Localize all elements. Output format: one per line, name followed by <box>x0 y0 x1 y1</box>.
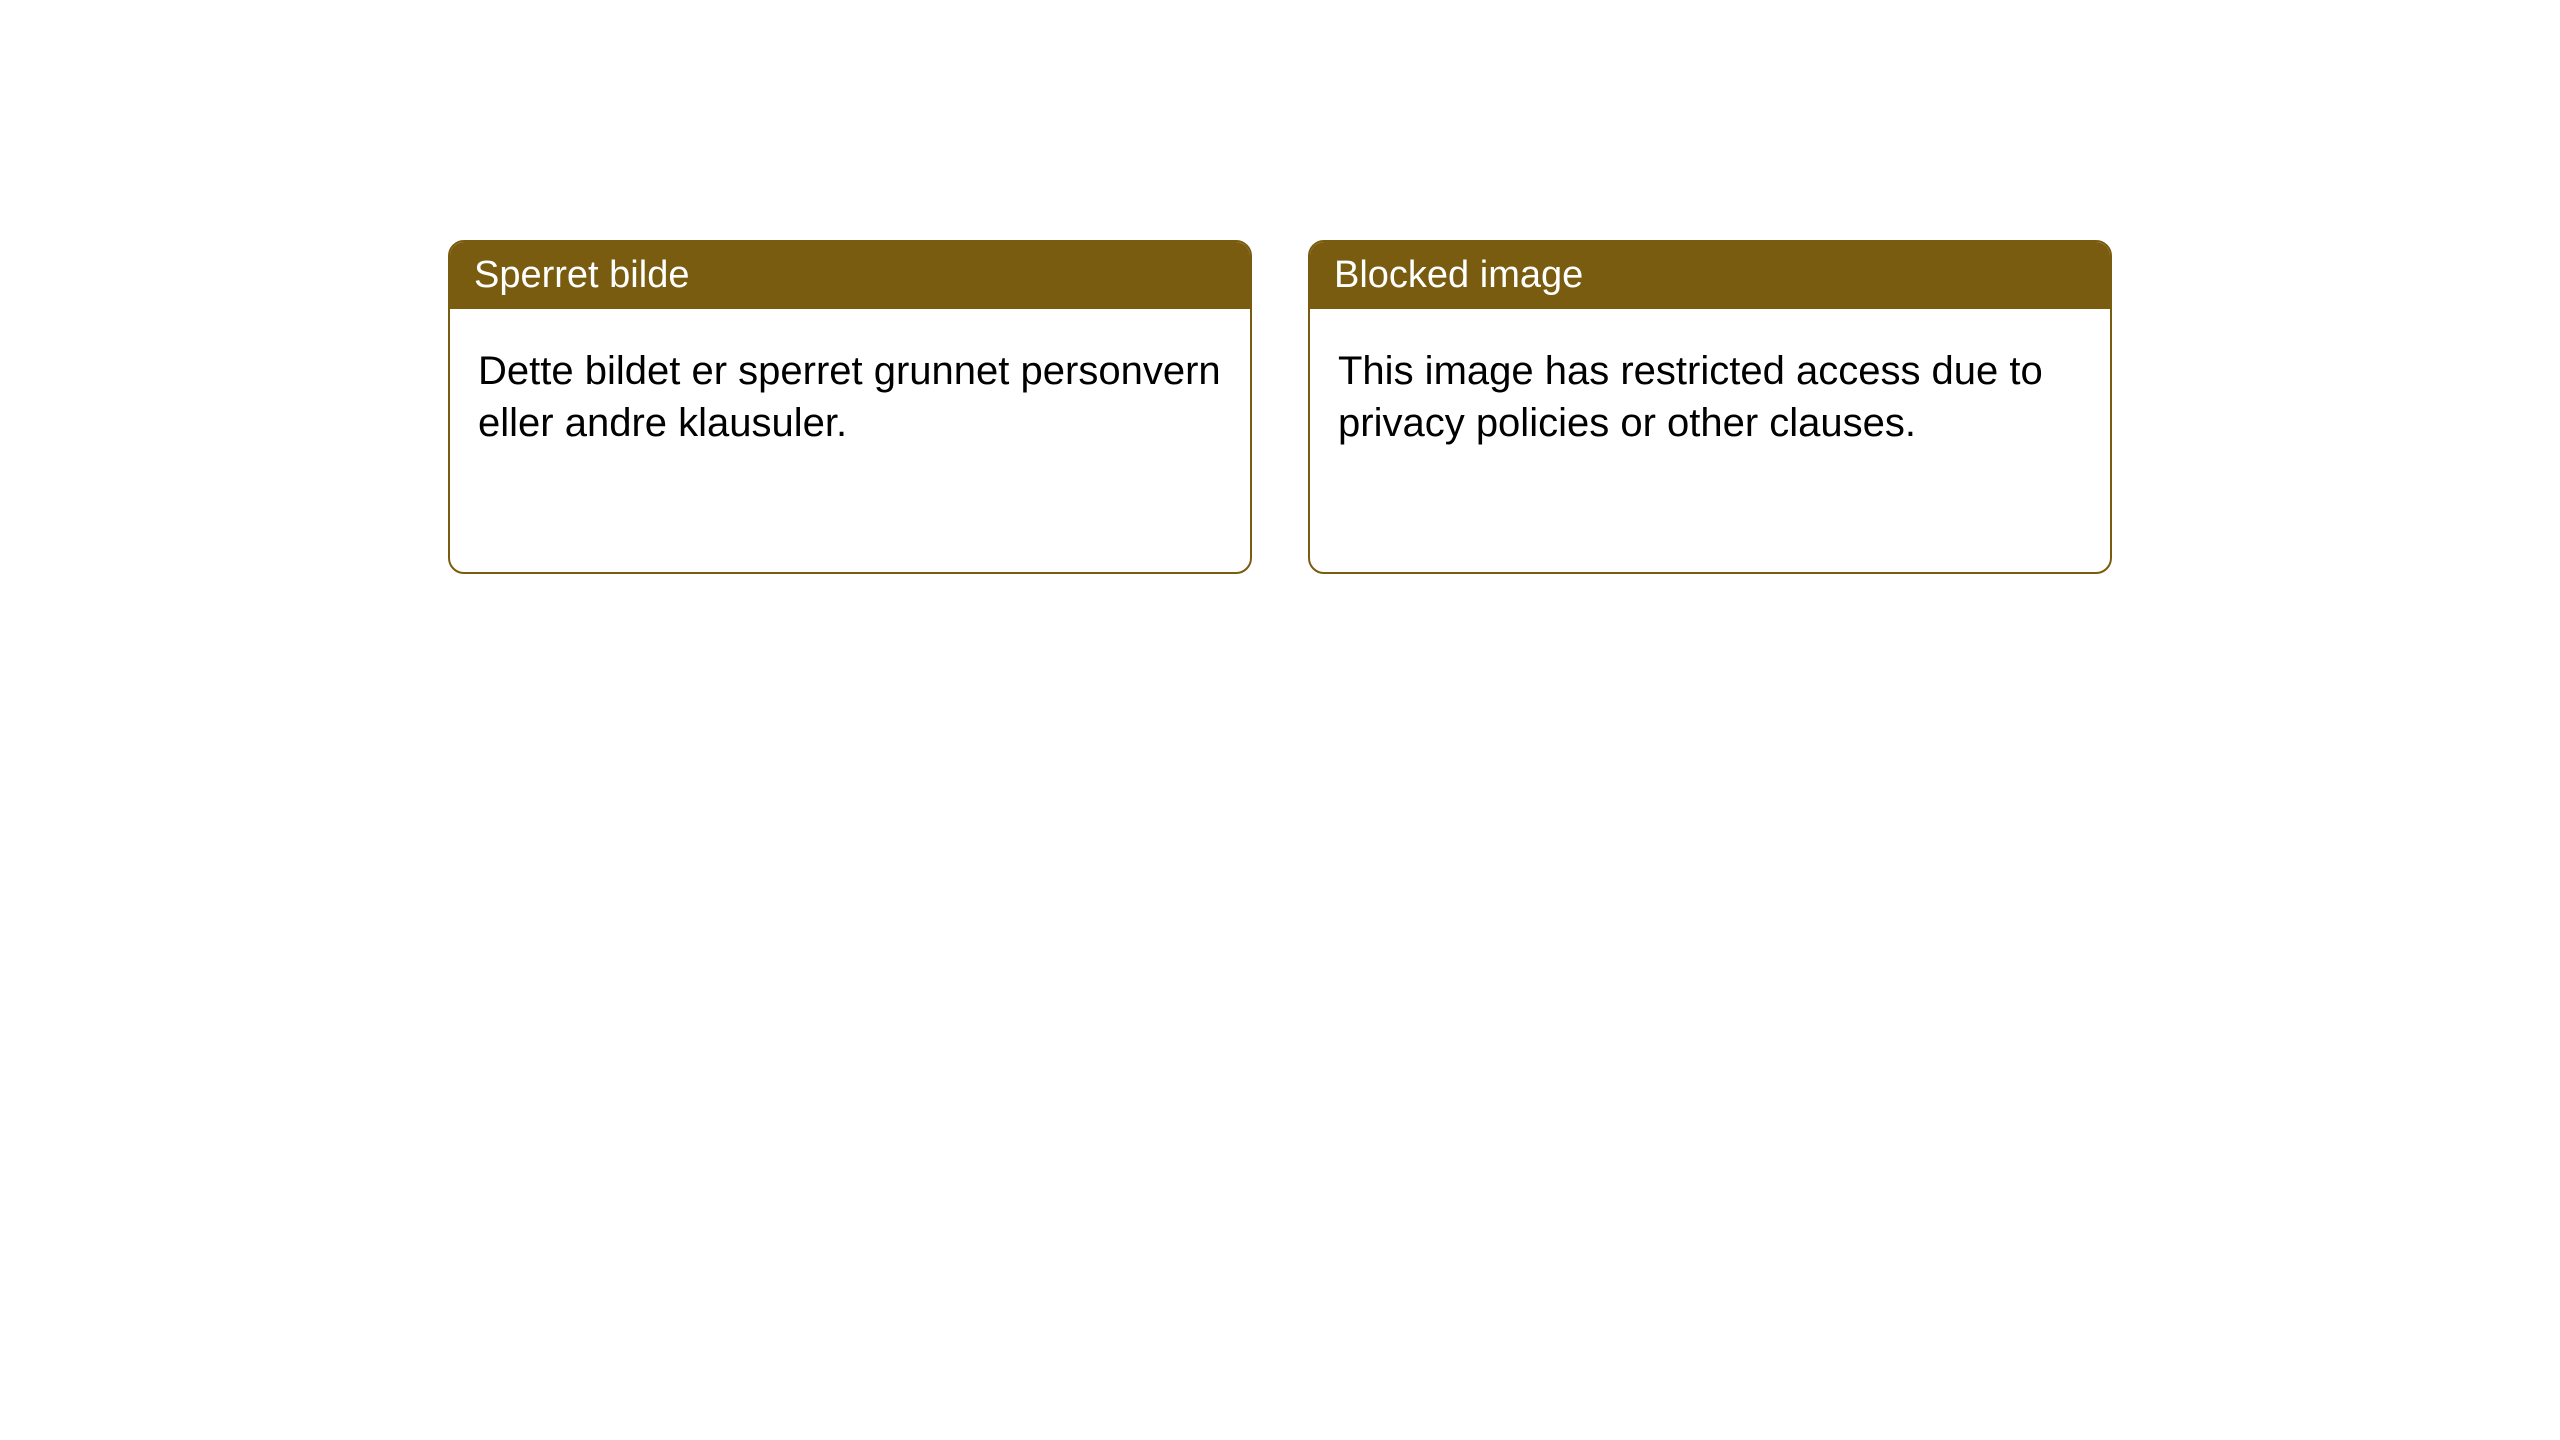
card-title: Blocked image <box>1334 254 1583 296</box>
notice-card-no: Sperret bilde Dette bildet er sperret gr… <box>448 240 1252 574</box>
card-body-text: This image has restricted access due to … <box>1338 349 2043 445</box>
card-header-no: Sperret bilde <box>450 242 1250 309</box>
notice-container: Sperret bilde Dette bildet er sperret gr… <box>0 0 2560 574</box>
card-title: Sperret bilde <box>474 254 689 296</box>
card-body-text: Dette bildet er sperret grunnet personve… <box>478 349 1221 445</box>
card-body-no: Dette bildet er sperret grunnet personve… <box>450 309 1250 485</box>
card-body-en: This image has restricted access due to … <box>1310 309 2110 485</box>
card-header-en: Blocked image <box>1310 242 2110 309</box>
notice-card-en: Blocked image This image has restricted … <box>1308 240 2112 574</box>
